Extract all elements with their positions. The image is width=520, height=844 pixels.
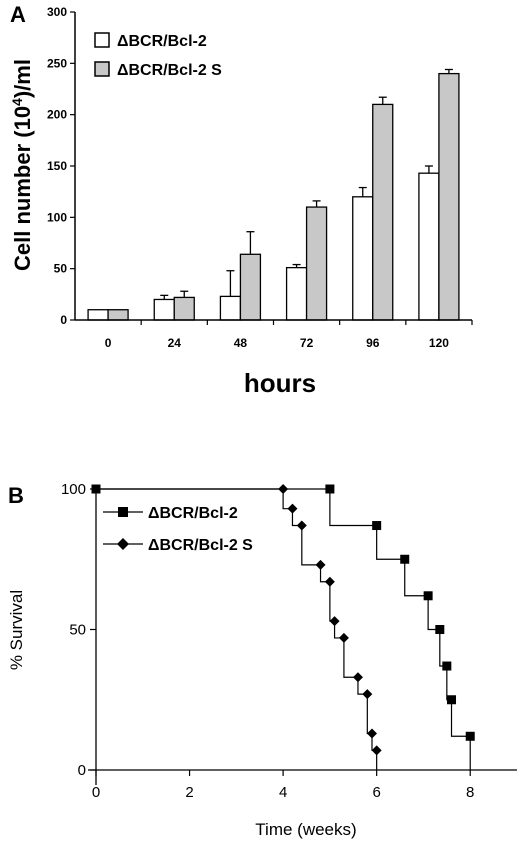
x-tick-label: 72 [300, 336, 314, 350]
panel-b-survival-chart: B 0 50 100 0 2 4 6 8 % Survival Time (weeks) Δ… [7, 481, 517, 839]
y-tick-label: 100 [61, 481, 86, 498]
x-tick-label: 2 [185, 784, 193, 801]
panel-a-label: A [10, 2, 26, 27]
x-tick-label: 24 [168, 336, 182, 350]
square-marker [465, 731, 475, 741]
diamond-marker [278, 484, 289, 494]
square-marker [372, 521, 382, 531]
bar-series-2 [372, 103, 394, 321]
x-ticks: 0 24 48 72 96 120 [105, 320, 473, 350]
square-marker [400, 554, 410, 564]
diamond-marker [287, 503, 298, 514]
bar-series-1 [352, 196, 374, 321]
y-tick-label: 50 [69, 622, 86, 639]
y-ticks: 0 50 100 [61, 481, 96, 779]
bar-series-1 [87, 309, 109, 321]
bar-series-1 [418, 172, 440, 321]
square-marker [423, 591, 433, 601]
y-tick-label: 0 [78, 762, 86, 779]
x-tick-label: 6 [372, 784, 380, 801]
square-marker [435, 625, 445, 634]
axes [74, 12, 472, 321]
legend-label-series-1: ΔBCR/Bcl-2 [148, 505, 238, 522]
diamond-marker [338, 632, 349, 643]
bar-series-1 [153, 298, 175, 321]
x-tick-label: 0 [105, 336, 112, 350]
panel-a-bar-chart: A 0 50 100 150 200 250 300 0 24 48 72 96 120 Cell n… [9, 2, 473, 398]
diamond-marker [362, 689, 373, 700]
bar-series-2 [438, 72, 460, 321]
x-axis-label: Time (weeks) [255, 820, 356, 839]
diamond-marker [366, 728, 377, 739]
square-marker [447, 695, 457, 705]
bar-series-2 [305, 206, 328, 321]
legend-label-series-2: ΔBCR/Bcl-2 S [117, 62, 222, 79]
y-tick-label: 200 [47, 108, 67, 122]
diamond-marker [352, 672, 363, 683]
y-tick-label: 50 [54, 262, 68, 276]
y-tick-label: 100 [47, 210, 67, 224]
y-axis-label: Cell number (104)/ml [9, 59, 35, 271]
square-marker [442, 661, 452, 671]
bar-series-2 [239, 253, 262, 321]
legend-label-series-1: ΔBCR/Bcl-2 [117, 33, 207, 50]
legend: ΔBCR/Bcl-2 ΔBCR/Bcl-2 S [94, 32, 222, 79]
x-tick-label: 96 [366, 336, 380, 350]
curve-markers [91, 484, 475, 756]
diamond-marker [329, 616, 340, 627]
survival-curves [96, 488, 471, 770]
legend-diamond-marker [117, 538, 129, 550]
bar-series-2 [173, 296, 195, 321]
bar-series-1 [219, 295, 242, 321]
diamond-marker [315, 559, 326, 570]
y-tick-label: 150 [47, 159, 67, 173]
diamond-marker [371, 745, 382, 756]
square-marker [325, 484, 335, 494]
survival-curve-series-2 [96, 488, 378, 770]
x-tick-label: 48 [234, 336, 248, 350]
bar-series-1 [285, 266, 308, 321]
y-tick-label: 250 [47, 56, 67, 70]
x-tick-label: 4 [279, 784, 287, 801]
legend-swatch-series-2 [94, 61, 110, 77]
x-ticks: 0 2 4 6 8 [92, 770, 474, 801]
x-tick-label: 0 [92, 784, 100, 801]
x-tick-label: 8 [466, 784, 474, 801]
axes [88, 487, 517, 785]
x-axis-label: hours [244, 368, 316, 398]
legend-square-marker [118, 507, 128, 517]
y-tick-label: 0 [60, 313, 67, 327]
bar-series-2 [107, 309, 129, 321]
bar-group [87, 68, 460, 321]
y-axis-label: % Survival [7, 590, 26, 670]
survival-curve-series-1 [96, 488, 471, 770]
legend-label-series-2: ΔBCR/Bcl-2 S [148, 537, 253, 554]
legend: ΔBCR/Bcl-2 ΔBCR/Bcl-2 S [103, 505, 253, 554]
x-tick-label: 120 [429, 336, 449, 350]
legend-swatch-series-1 [94, 32, 110, 48]
y-ticks: 0 50 100 150 200 250 300 [47, 5, 75, 327]
panel-b-label: B [8, 483, 24, 508]
y-tick-label: 300 [47, 5, 67, 19]
diamond-marker [324, 576, 335, 587]
diamond-marker [296, 520, 307, 531]
square-marker [91, 484, 101, 494]
